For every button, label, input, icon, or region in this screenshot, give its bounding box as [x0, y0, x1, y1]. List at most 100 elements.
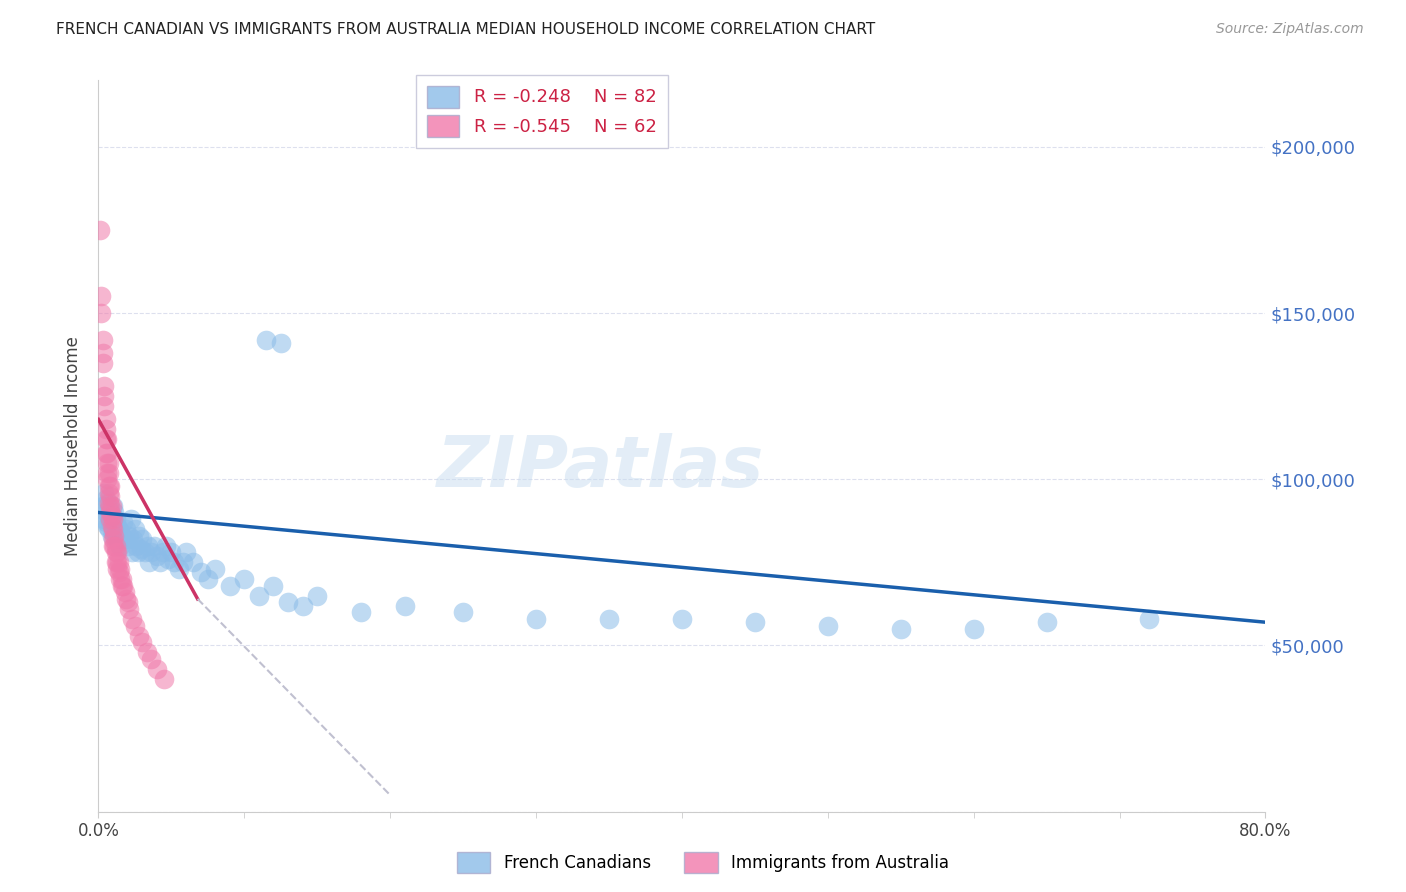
Point: [108, 522, 131, 536]
Point: [93, 399, 115, 413]
Point: [103, 506, 125, 520]
Point: [97, 522, 120, 536]
Point: [160, 545, 183, 559]
Point: [96, 466, 118, 480]
Point: [153, 672, 176, 686]
Point: [94, 506, 117, 520]
Point: [135, 645, 157, 659]
Point: [127, 545, 149, 559]
Point: [96, 472, 118, 486]
Point: [93, 512, 115, 526]
Point: [111, 572, 134, 586]
Point: [98, 506, 121, 520]
Point: [671, 612, 693, 626]
Point: [110, 525, 132, 540]
Point: [98, 479, 121, 493]
Point: [96, 495, 118, 509]
Point: [890, 622, 912, 636]
Point: [91, 346, 114, 360]
Point: [94, 492, 117, 507]
Point: [117, 539, 139, 553]
Point: [96, 433, 118, 447]
Point: [139, 652, 162, 666]
Point: [124, 618, 146, 632]
Point: [277, 595, 299, 609]
Point: [98, 512, 121, 526]
Point: [111, 579, 134, 593]
Point: [270, 335, 292, 350]
Point: [110, 562, 132, 576]
Point: [112, 579, 135, 593]
Point: [97, 456, 120, 470]
Point: [451, 605, 474, 619]
Point: [97, 466, 120, 480]
Point: [121, 545, 143, 559]
Point: [1137, 612, 1160, 626]
Point: [101, 532, 124, 546]
Point: [98, 516, 121, 530]
Text: FRENCH CANADIAN VS IMMIGRANTS FROM AUSTRALIA MEDIAN HOUSEHOLD INCOME CORRELATION: FRENCH CANADIAN VS IMMIGRANTS FROM AUSTR…: [56, 22, 876, 37]
Point: [98, 499, 121, 513]
Point: [90, 289, 112, 303]
Point: [96, 456, 118, 470]
Point: [394, 599, 416, 613]
Point: [90, 306, 112, 320]
Point: [101, 525, 124, 540]
Point: [134, 545, 156, 559]
Point: [94, 516, 117, 530]
Point: [94, 422, 117, 436]
Point: [163, 555, 186, 569]
Point: [218, 579, 240, 593]
Point: [291, 599, 314, 613]
Legend: French Canadians, Immigrants from Australia: French Canadians, Immigrants from Austra…: [450, 846, 956, 880]
Point: [108, 555, 131, 569]
Point: [128, 529, 150, 543]
Point: [155, 539, 177, 553]
Point: [117, 595, 139, 609]
Point: [98, 506, 121, 520]
Point: [97, 502, 120, 516]
Point: [172, 555, 194, 569]
Point: [97, 512, 120, 526]
Point: [101, 539, 124, 553]
Point: [101, 512, 124, 526]
Point: [93, 485, 115, 500]
Point: [149, 555, 172, 569]
Point: [136, 539, 159, 553]
Point: [131, 532, 153, 546]
Point: [120, 512, 142, 526]
Point: [100, 529, 122, 543]
Point: [103, 539, 125, 553]
Point: [91, 333, 114, 347]
Point: [105, 518, 128, 533]
Point: [350, 605, 373, 619]
Point: [96, 518, 118, 533]
Point: [103, 518, 125, 533]
Point: [122, 532, 145, 546]
Point: [105, 562, 128, 576]
Point: [146, 662, 169, 676]
Point: [89, 223, 111, 237]
Point: [105, 555, 128, 569]
Point: [115, 591, 138, 606]
Point: [103, 529, 125, 543]
Point: [233, 572, 256, 586]
Point: [157, 552, 180, 566]
Point: [174, 545, 197, 559]
Point: [152, 545, 174, 559]
Point: [598, 612, 620, 626]
Point: [108, 566, 131, 580]
Text: ZIPatlas: ZIPatlas: [436, 434, 763, 502]
Point: [128, 628, 150, 642]
Point: [114, 532, 136, 546]
Point: [101, 522, 124, 536]
Point: [104, 512, 127, 526]
Point: [124, 522, 146, 536]
Point: [114, 585, 136, 599]
Point: [93, 379, 115, 393]
Point: [817, 618, 839, 632]
Point: [91, 356, 114, 370]
Point: [93, 389, 115, 403]
Point: [98, 489, 121, 503]
Point: [104, 529, 127, 543]
